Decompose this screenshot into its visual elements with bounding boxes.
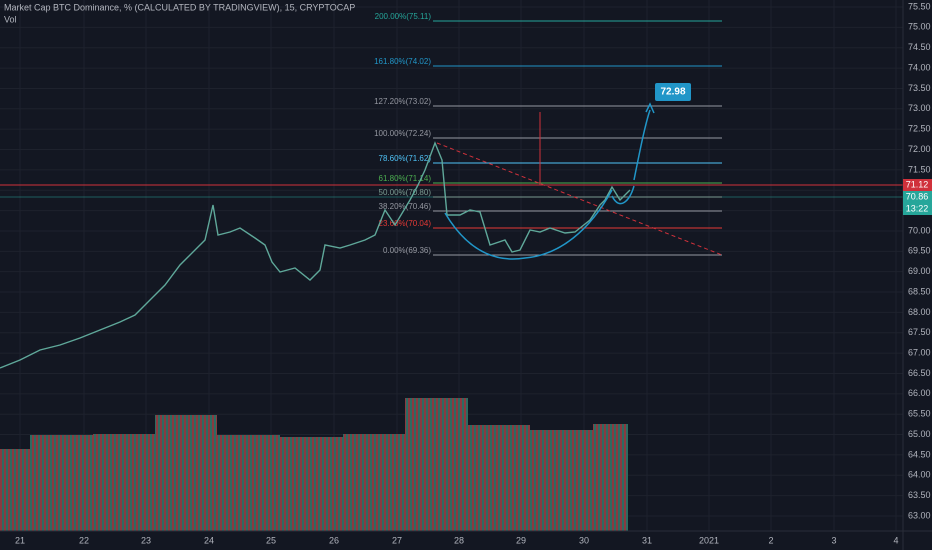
target-label: 72.98 <box>660 87 685 98</box>
price-tick: 63.00 <box>908 510 931 520</box>
countdown: 13:22 <box>906 203 929 213</box>
time-tick: 24 <box>204 535 214 545</box>
volume-block <box>530 430 593 531</box>
symbol-title: Market Cap BTC Dominance, % (CALCULATED … <box>4 2 355 12</box>
fib-label: 78.60%(71.62) <box>379 154 432 163</box>
fib-retracement: 200.00%(75.11) 161.80%(74.02) 127.20%(73.0… <box>374 12 722 256</box>
price-tick: 72.00 <box>908 144 931 154</box>
price-tick: 68.50 <box>908 286 931 296</box>
target-box <box>655 83 691 101</box>
fib-label: 127.20%(73.02) <box>374 97 431 106</box>
last-price-tag <box>903 179 932 191</box>
volume-block <box>343 434 405 531</box>
volume-block <box>405 398 468 531</box>
fib-label: 161.80%(74.02) <box>374 57 431 66</box>
volume-block <box>93 434 155 531</box>
volume-block <box>155 415 217 531</box>
arrow-head <box>645 102 655 114</box>
time-tick: 3 <box>831 535 836 545</box>
time-tick: 26 <box>329 535 339 545</box>
price-tick: 65.00 <box>908 429 931 439</box>
volume-label: Vol <box>4 14 17 24</box>
time-tick: 21 <box>15 535 25 545</box>
volume-block <box>0 449 30 531</box>
fib-label: 200.00%(75.11) <box>375 12 432 21</box>
price-tick: 67.50 <box>908 327 931 337</box>
time-tick: 2 <box>768 535 773 545</box>
price-tick: 69.00 <box>908 266 931 276</box>
handle <box>611 185 635 205</box>
price-axis <box>903 0 932 550</box>
last-price: 71.12 <box>906 179 929 189</box>
price-tick: 74.50 <box>908 42 931 52</box>
price-candles <box>0 141 631 369</box>
price-tick: 68.00 <box>908 307 931 317</box>
price-tick: 63.50 <box>908 490 931 500</box>
price-tick: 69.50 <box>908 246 931 256</box>
price-tick: 70.00 <box>908 225 931 235</box>
current-price-tag <box>903 191 932 215</box>
price-tick: 65.50 <box>908 409 931 419</box>
price-tick: 73.00 <box>908 103 931 113</box>
price-tick: 66.50 <box>908 368 931 378</box>
volume-block <box>217 435 280 531</box>
price-tick: 67.00 <box>908 347 931 357</box>
time-tick: 25 <box>266 535 276 545</box>
time-axis-labels: 21 22 23 24 25 26 27 28 29 30 31 2021 2 3 4 <box>15 535 899 545</box>
cup-pattern <box>444 189 613 260</box>
fib-label: 50.00%(70.80) <box>379 188 432 197</box>
price-tick: 64.00 <box>908 470 931 480</box>
price-tick: 72.50 <box>908 124 931 134</box>
price-tick: 74.00 <box>908 62 931 72</box>
volume-block <box>593 424 628 531</box>
time-tick: 2021 <box>699 535 719 545</box>
fib-label: 100.00%(72.24) <box>374 129 431 138</box>
time-tick: 27 <box>392 535 402 545</box>
trend-line <box>436 142 723 256</box>
time-tick: 23 <box>141 535 151 545</box>
price-tick: 75.50 <box>908 1 931 11</box>
fib-label: 0.00%(69.36) <box>383 246 431 255</box>
target-arrow <box>633 109 651 181</box>
price-tick: 73.50 <box>908 83 931 93</box>
fib-label: 23.60%(70.04) <box>379 219 432 228</box>
price-tick: 66.00 <box>908 388 931 398</box>
time-tick: 22 <box>79 535 89 545</box>
time-tick: 31 <box>642 535 652 545</box>
time-tick: 4 <box>893 535 898 545</box>
volume-bars <box>0 398 628 531</box>
volume-block <box>30 435 93 531</box>
current-price: 70.86 <box>906 191 929 201</box>
time-tick: 30 <box>579 535 589 545</box>
price-tick: 71.50 <box>908 164 931 174</box>
fib-label: 38.20%(70.46) <box>379 202 432 211</box>
fib-label: 61.80%(71.14) <box>379 174 432 183</box>
time-tick: 29 <box>516 535 526 545</box>
volume-block <box>468 425 530 531</box>
time-tick: 28 <box>454 535 464 545</box>
price-tick: 75.00 <box>908 22 931 32</box>
price-tick: 64.50 <box>908 449 931 459</box>
volume-block <box>280 437 343 531</box>
